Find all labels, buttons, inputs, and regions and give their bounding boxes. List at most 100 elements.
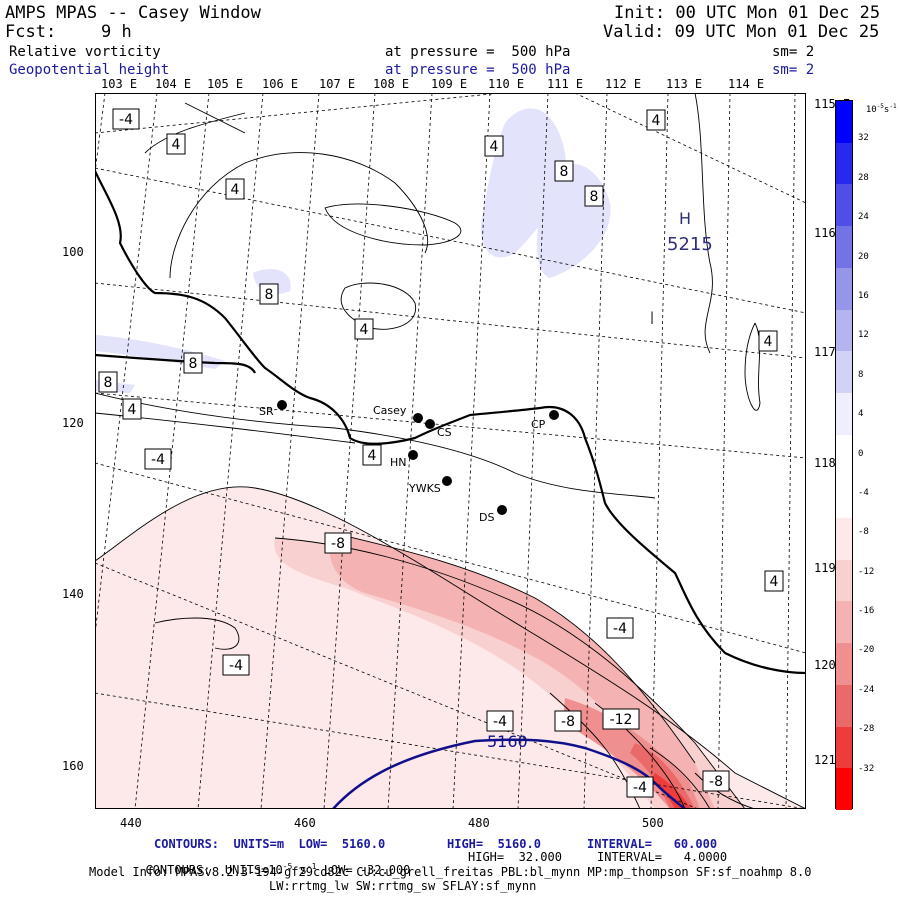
station-dot <box>442 476 452 486</box>
colorbar-tick-label: -28 <box>858 724 875 735</box>
lon-label: 107 E <box>319 77 356 91</box>
contour-label: 4 <box>764 570 784 592</box>
contour-label: 4 <box>122 398 142 420</box>
svg-text:4: 4 <box>368 448 377 464</box>
svg-text:4: 4 <box>172 137 181 153</box>
height-contour-interval: INTERVAL= 60.000 <box>587 837 718 851</box>
vorticity-units-suffix: s <box>292 863 307 877</box>
colorbar-segment <box>836 309 852 352</box>
lon-label: 108 E <box>373 77 410 91</box>
field1-smoothing: sm= 2 <box>772 44 815 60</box>
svg-text:8: 8 <box>104 375 113 391</box>
model-info: Model Info: MPASv8.2.3-194-gf29cd82c CU:… <box>89 865 812 879</box>
height-high-value: 5215 <box>667 234 713 255</box>
contour-label: -8 <box>554 710 582 732</box>
svg-text:-4: -4 <box>493 714 507 730</box>
colorbar-segment <box>836 768 852 811</box>
lon-label: 103 E <box>101 77 138 91</box>
contour-label: -4 <box>112 108 140 130</box>
colorbar-unit-base: 10 <box>865 105 877 115</box>
svg-text:4: 4 <box>490 139 499 155</box>
svg-text:4: 4 <box>231 182 240 198</box>
contour-label: 8 <box>183 352 203 374</box>
x-tick-label: 460 <box>294 816 316 830</box>
colorbar-segment <box>836 476 852 519</box>
colorbar-segment <box>836 559 852 602</box>
contour-label: -12 <box>602 708 640 730</box>
station-label: Casey <box>373 404 407 417</box>
vorticity-contour-interval: INTERVAL= 4.0000 <box>597 850 728 864</box>
init-time: Init: 00 UTC Mon 01 Dec 25 <box>614 3 881 23</box>
station-dot <box>413 413 423 423</box>
lon-label: 113 E <box>666 77 703 91</box>
svg-text:-8: -8 <box>709 774 723 790</box>
colorbar-segment <box>836 518 852 561</box>
x-tick-label: 480 <box>468 816 490 830</box>
contour-labels: -4 4 4 4 4 8 8 4 8 8 8 4 4 -4 4 -8 -4 -4… <box>98 108 784 798</box>
contour-label: 4 <box>646 109 666 131</box>
svg-text:-4: -4 <box>613 621 627 637</box>
contour-label: 4 <box>362 444 382 466</box>
contour-label: -4 <box>626 776 654 798</box>
svg-text:-4: -4 <box>229 658 243 674</box>
colorbar-segment <box>836 142 852 185</box>
svg-text:-8: -8 <box>561 714 575 730</box>
colorbar-segment <box>836 392 852 436</box>
y-tick-label: 120 <box>62 416 84 430</box>
model-info-physics: LW:rrtmg_lw SW:rrtmg_sw SFLAY:sf_mynn <box>269 879 537 893</box>
vorticity-low: LOW= -32.000 <box>316 863 411 877</box>
contour-label: 8 <box>259 283 279 305</box>
station-dot <box>408 450 418 460</box>
svg-text:8: 8 <box>590 189 599 205</box>
graticule <box>95 93 806 809</box>
colorbar-segment <box>836 184 852 227</box>
vorticity-units-exp: -5 <box>282 862 293 871</box>
contour-label: 4 <box>225 178 245 200</box>
colorbar-tick-label: 28 <box>858 172 869 183</box>
contour-label: -8 <box>702 770 730 792</box>
lon-label: 114 E <box>728 77 765 91</box>
colorbar-tick-label: -8 <box>858 527 869 538</box>
contour-label: -4 <box>606 617 634 639</box>
forecast-hour: 9 h <box>101 22 132 42</box>
colorbar-segment <box>836 601 852 644</box>
colorbar-tick-label: -32 <box>858 763 875 774</box>
colorbar-unit-exp: -5 <box>876 103 884 110</box>
field1-level: at pressure = 500 hPa <box>385 44 571 60</box>
vorticity-units-suffix-exp: -1 <box>306 862 317 871</box>
colorbar-segment <box>836 726 852 769</box>
lon-label: 106 E <box>262 77 299 91</box>
svg-text:-4: -4 <box>119 112 133 128</box>
svg-text:4: 4 <box>770 574 779 590</box>
height-high-marker: H <box>679 209 691 228</box>
station-markers: SR Casey CS CP HN YWKS DS <box>259 400 559 524</box>
height-contour-high: HIGH= 5160.0 <box>447 837 541 851</box>
colorbar-segment <box>836 684 852 728</box>
colorbar-unit-suffix-exp: -1 <box>889 103 897 110</box>
lon-label: 104 E <box>155 77 192 91</box>
contour-label: 8 <box>584 185 604 207</box>
lon-label: 111 E <box>547 77 584 91</box>
station-dot <box>425 419 435 429</box>
height-contour-info: CONTOURS: UNITS=m LOW= 5160.0 <box>154 837 386 851</box>
colorbar-tick-label: -20 <box>858 645 875 656</box>
colorbar-tick-label: 24 <box>858 212 869 223</box>
contour-label: 4 <box>166 133 186 155</box>
vorticity-map: 5160 H 5215 | SR Casey CS CP HN YWKS DS … <box>95 93 806 809</box>
colorbar-tick-label: 12 <box>858 330 869 341</box>
contour-label: -4 <box>144 448 172 470</box>
colorbar-segment <box>836 267 852 311</box>
colorbar-units: 10-5s-1 <box>855 95 897 115</box>
svg-text:4: 4 <box>360 322 369 338</box>
contour-label: 4 <box>758 330 778 352</box>
coastline <box>95 170 806 675</box>
lon-label: 112 E <box>605 77 642 91</box>
svg-text:8: 8 <box>189 356 198 372</box>
svg-text:-4: -4 <box>151 452 165 468</box>
colorbar-tick-label: 32 <box>858 133 869 144</box>
svg-text:4: 4 <box>128 402 137 418</box>
map-title: AMPS MPAS -- Casey Window <box>5 3 261 23</box>
station-label: YWKS <box>408 482 441 495</box>
y-tick-label: 160 <box>62 759 84 773</box>
svg-text:-8: -8 <box>331 536 345 552</box>
